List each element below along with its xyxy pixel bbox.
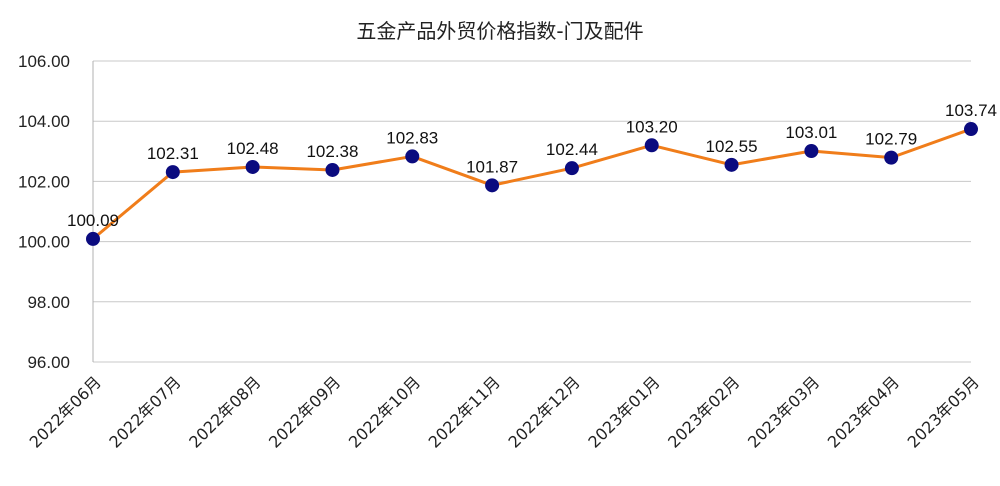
data-point-11 xyxy=(964,122,978,137)
x-tick-label-6: 2022年12月 xyxy=(505,372,584,451)
data-label-7: 103.20 xyxy=(626,117,678,136)
data-label-1: 102.31 xyxy=(147,144,199,163)
x-tick-label-8: 2023年02月 xyxy=(664,372,743,451)
chart-title: 五金产品外贸价格指数-门及配件 xyxy=(356,19,643,43)
data-label-2: 102.48 xyxy=(227,139,279,158)
x-tick-label-7: 2023年01月 xyxy=(584,372,663,451)
y-tick-label-3: 102.00 xyxy=(18,172,70,191)
data-point-6 xyxy=(564,161,579,176)
data-label-10: 102.79 xyxy=(865,130,917,149)
y-tick-label-4: 104.00 xyxy=(18,112,70,131)
x-tick-label-0: 2022年06月 xyxy=(26,372,105,451)
x-tick-label-4: 2022年10月 xyxy=(345,372,424,451)
data-point-3 xyxy=(325,162,340,177)
y-tick-label-2: 100.00 xyxy=(18,233,70,252)
data-points xyxy=(86,122,978,246)
data-label-6: 102.44 xyxy=(546,140,598,159)
grid-lines xyxy=(92,60,971,363)
data-label-0: 100.09 xyxy=(67,211,119,230)
data-point-1 xyxy=(165,165,180,180)
x-tick-label-3: 2022年09月 xyxy=(265,372,344,451)
x-tick-label-9: 2023年03月 xyxy=(744,372,823,451)
data-label-5: 101.87 xyxy=(466,157,518,176)
data-label-11: 103.74 xyxy=(945,101,997,120)
data-label-4: 102.83 xyxy=(386,128,438,147)
data-point-9 xyxy=(804,143,819,158)
data-point-2 xyxy=(245,159,260,174)
y-tick-label-5: 106.00 xyxy=(18,52,70,71)
data-labels: 100.09 102.31 102.48 102.38 102.83 101.87 102.… xyxy=(67,101,997,230)
data-point-10 xyxy=(884,150,899,165)
data-label-8: 102.55 xyxy=(706,137,758,156)
data-point-0 xyxy=(86,231,100,246)
data-point-8 xyxy=(724,157,739,172)
x-axis-ticks: 2022年06月 2022年07月 2022年08月 2022年09月 2022年10月… xyxy=(26,372,983,451)
data-point-4 xyxy=(405,149,420,164)
x-tick-label-11: 2023年05月 xyxy=(904,372,983,451)
x-tick-label-2: 2022年08月 xyxy=(185,372,264,451)
y-tick-label-0: 96.00 xyxy=(27,353,70,372)
data-point-5 xyxy=(485,178,500,193)
x-tick-label-1: 2022年07月 xyxy=(105,372,184,451)
data-point-7 xyxy=(644,138,659,153)
y-tick-label-1: 98.00 xyxy=(27,293,70,312)
y-axis-ticks: 96.00 98.00 100.00 102.00 104.00 106.00 xyxy=(18,52,70,372)
x-tick-label-10: 2023年04月 xyxy=(824,372,903,451)
series-line-layer xyxy=(92,127,972,241)
x-tick-label-5: 2022年11月 xyxy=(425,372,504,451)
series-line-0 xyxy=(92,127,972,241)
data-label-3: 102.38 xyxy=(306,142,358,161)
data-label-9: 103.01 xyxy=(785,123,837,142)
